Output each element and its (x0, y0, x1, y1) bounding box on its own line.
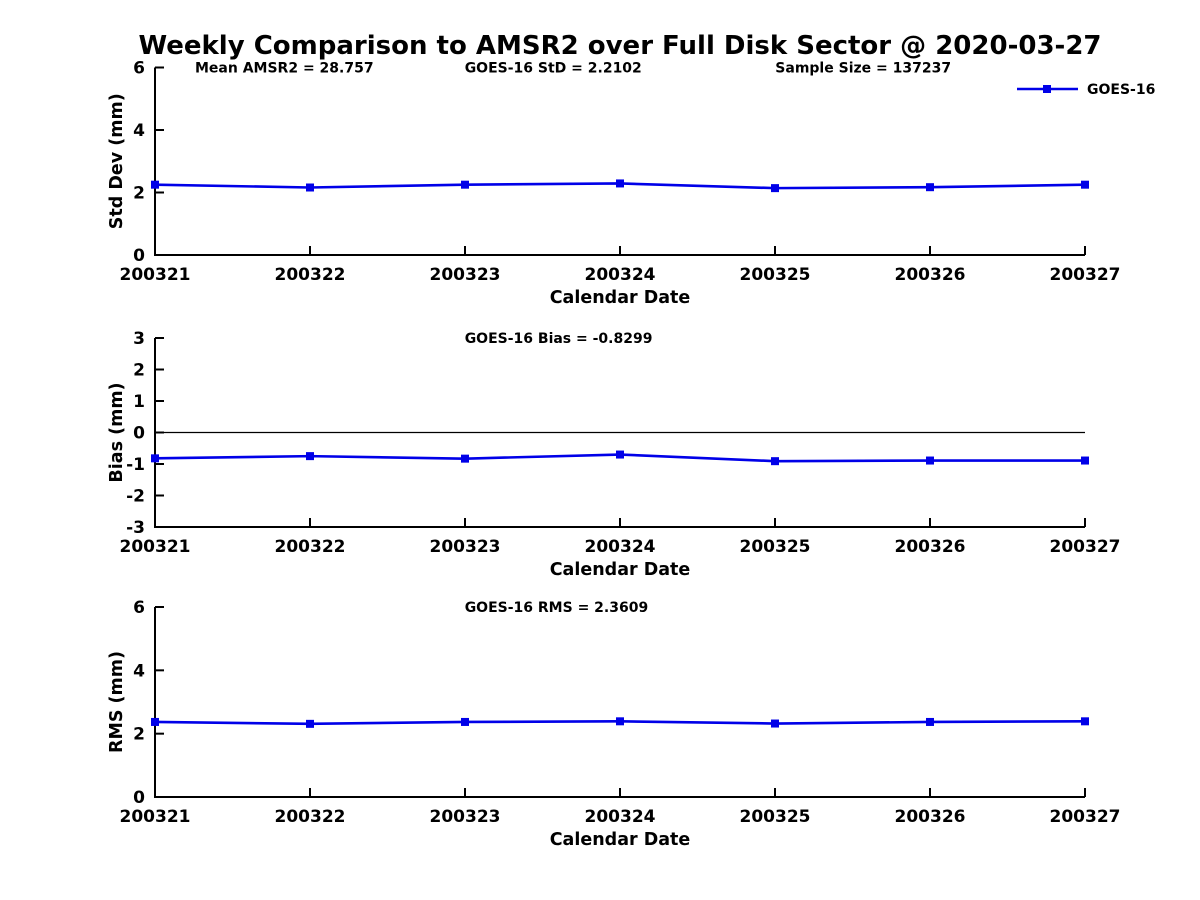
legend-marker (1043, 85, 1051, 93)
data-marker (616, 717, 624, 726)
y-tick-label: 2 (133, 361, 145, 381)
subplot-1: 0 2 4 6 200321 200322 200323 200324 200325 200326… (107, 59, 1155, 309)
x-tick-label: 200325 (740, 537, 811, 557)
data-marker (461, 180, 469, 189)
legend: GOES-16 (1017, 82, 1155, 98)
x-tick-label: 200322 (275, 265, 346, 285)
x-tick-label: 200324 (585, 265, 656, 285)
y-axis-title: RMS (mm) (107, 651, 127, 753)
y-tick-label: 4 (133, 121, 145, 141)
x-tick-label: 200325 (740, 265, 811, 285)
chart-title: Weekly Comparison to AMSR2 over Full Dis… (138, 31, 1102, 61)
x-tick-label: 200327 (1050, 537, 1121, 557)
subplot-2: -3 -2 -1 0 1 2 3 200321 200322 200323 200324 200325… (107, 329, 1120, 580)
y-tick-label: 0 (133, 424, 145, 444)
y-tick-label: 4 (133, 661, 145, 681)
x-tick-label: 200325 (740, 807, 811, 827)
subplot-3: 0 2 4 6 200321 200322 200323 200324 200325 200326… (107, 598, 1120, 850)
data-marker (1081, 180, 1089, 189)
x-axis-title: Calendar Date (550, 560, 691, 580)
stat-annotation: GOES-16 StD = 2.2102 (465, 61, 642, 77)
x-tick-label: 200321 (120, 537, 191, 557)
data-marker (461, 717, 469, 726)
x-tick-label: 200322 (275, 807, 346, 827)
data-marker (771, 457, 779, 466)
data-marker (306, 452, 314, 461)
y-tick-label: 1 (133, 392, 145, 412)
data-marker (926, 717, 934, 726)
y-tick-label: -1 (126, 455, 145, 475)
data-marker (151, 454, 159, 463)
x-tick-label: 200324 (585, 807, 656, 827)
x-axis-title: Calendar Date (550, 288, 691, 308)
y-tick-label: -2 (126, 487, 145, 507)
y-tick-label: 6 (133, 59, 145, 79)
x-tick-label: 200323 (430, 807, 501, 827)
y-tick-label: -3 (126, 518, 145, 538)
stat-annotation: GOES-16 Bias = -0.8299 (465, 331, 653, 347)
data-marker (771, 184, 779, 193)
data-marker (616, 450, 624, 459)
y-axis-title: Std Dev (mm) (107, 93, 127, 229)
data-marker (926, 183, 934, 192)
axes-spines (154, 67, 1085, 256)
data-marker (616, 179, 624, 188)
y-tick-label: 3 (133, 329, 145, 349)
x-tick-label: 200327 (1050, 807, 1121, 827)
x-tick-label: 200326 (895, 537, 966, 557)
x-tick-label: 200326 (895, 265, 966, 285)
y-tick-label: 0 (133, 788, 145, 808)
x-tick-label: 200321 (120, 265, 191, 285)
stat-annotation: Mean AMSR2 = 28.757 (195, 61, 374, 77)
x-tick-label: 200326 (895, 807, 966, 827)
data-marker (771, 719, 779, 728)
y-tick-label: 2 (133, 184, 145, 204)
legend-label: GOES-16 (1087, 82, 1155, 98)
y-tick-label: 6 (133, 598, 145, 618)
data-marker (306, 719, 314, 728)
x-tick-label: 200324 (585, 537, 656, 557)
data-marker (1081, 717, 1089, 726)
x-tick-label: 200327 (1050, 265, 1121, 285)
y-axis-title: Bias (mm) (107, 382, 127, 482)
stat-annotation: GOES-16 RMS = 2.3609 (465, 600, 649, 616)
y-tick-label: 0 (133, 246, 145, 266)
data-marker (461, 454, 469, 463)
x-tick-label: 200323 (430, 265, 501, 285)
x-axis-title: Calendar Date (550, 830, 691, 850)
stat-annotation: Sample Size = 137237 (775, 61, 951, 77)
x-tick-label: 200322 (275, 537, 346, 557)
data-marker (1081, 456, 1089, 465)
data-marker (151, 180, 159, 189)
data-marker (151, 717, 159, 726)
data-marker (926, 456, 934, 465)
x-tick-label: 200321 (120, 807, 191, 827)
data-marker (306, 183, 314, 192)
y-tick-label: 2 (133, 725, 145, 745)
axes-spines (154, 607, 1085, 798)
x-tick-label: 200323 (430, 537, 501, 557)
